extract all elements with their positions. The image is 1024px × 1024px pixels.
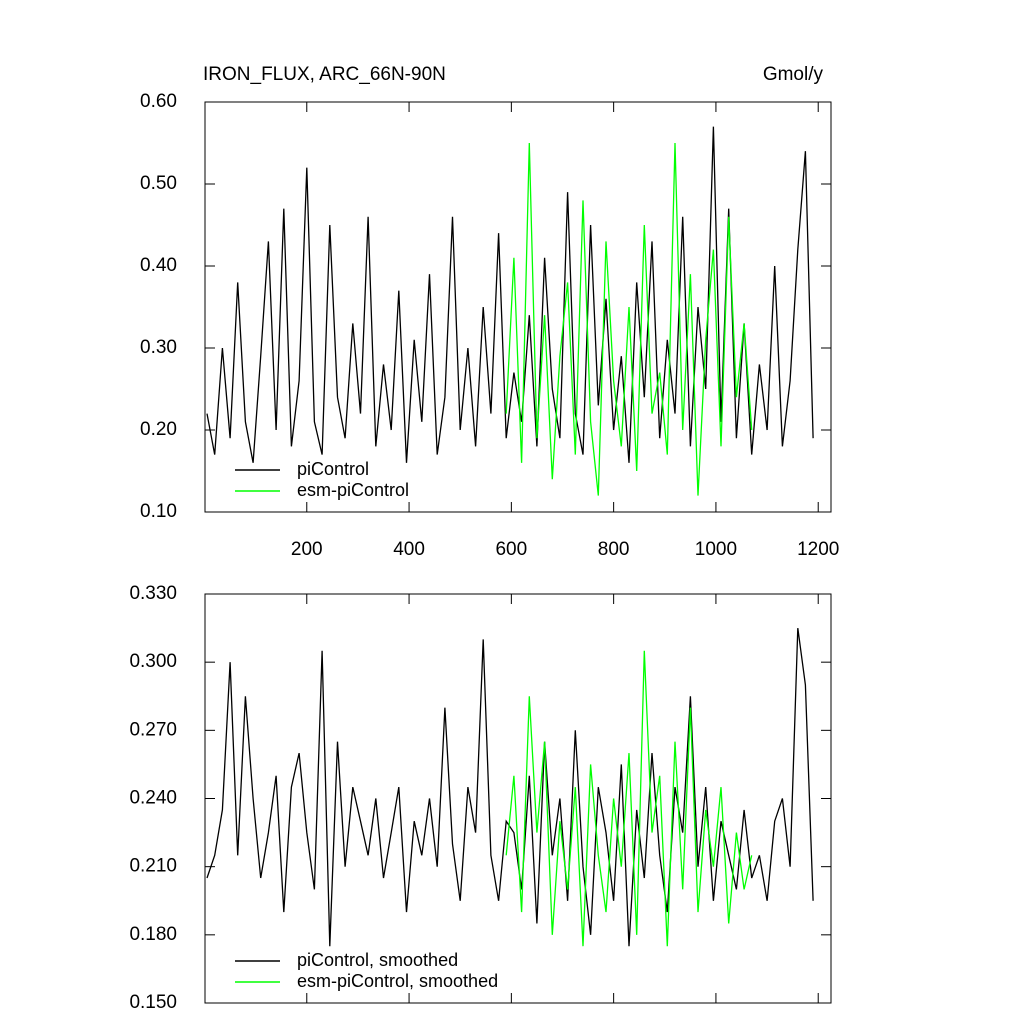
legend-label: esm-piControl, smoothed xyxy=(297,971,498,991)
y-tick-label: 0.20 xyxy=(140,419,177,440)
y-tick-label: 0.50 xyxy=(140,173,177,194)
chart-title: IRON_FLUX, ARC_66N-90N xyxy=(203,64,446,85)
y-tick-label: 0.210 xyxy=(129,856,177,877)
data-line xyxy=(206,628,814,947)
y-tick-label: 0.180 xyxy=(129,924,177,945)
x-tick-label: 400 xyxy=(393,539,425,560)
data-line xyxy=(505,650,753,947)
x-tick-label: 1000 xyxy=(695,539,737,560)
data-line xyxy=(206,126,814,463)
legend-label: piControl, smoothed xyxy=(297,950,458,970)
x-tick-label: 600 xyxy=(495,539,527,560)
y-tick-label: 0.30 xyxy=(140,337,177,358)
y-tick-label: 0.330 xyxy=(129,583,177,604)
plot-frame xyxy=(204,593,832,1004)
legend-label: piControl xyxy=(297,459,369,479)
x-tick-label: 800 xyxy=(598,539,630,560)
legend-label: esm-piControl xyxy=(297,480,409,500)
y-tick-label: 0.40 xyxy=(140,255,177,276)
y-tick-label: 0.240 xyxy=(129,788,177,809)
x-tick-label: 200 xyxy=(291,539,323,560)
units-label: Gmol/y xyxy=(763,64,824,85)
x-tick-label: 1200 xyxy=(797,539,839,560)
y-tick-label: 0.150 xyxy=(129,992,177,1013)
plot-frame xyxy=(204,101,832,513)
data-line xyxy=(505,142,753,496)
y-tick-label: 0.10 xyxy=(140,501,177,522)
y-tick-label: 0.270 xyxy=(129,719,177,740)
y-tick-label: 0.60 xyxy=(140,91,177,112)
y-tick-label: 0.300 xyxy=(129,651,177,672)
